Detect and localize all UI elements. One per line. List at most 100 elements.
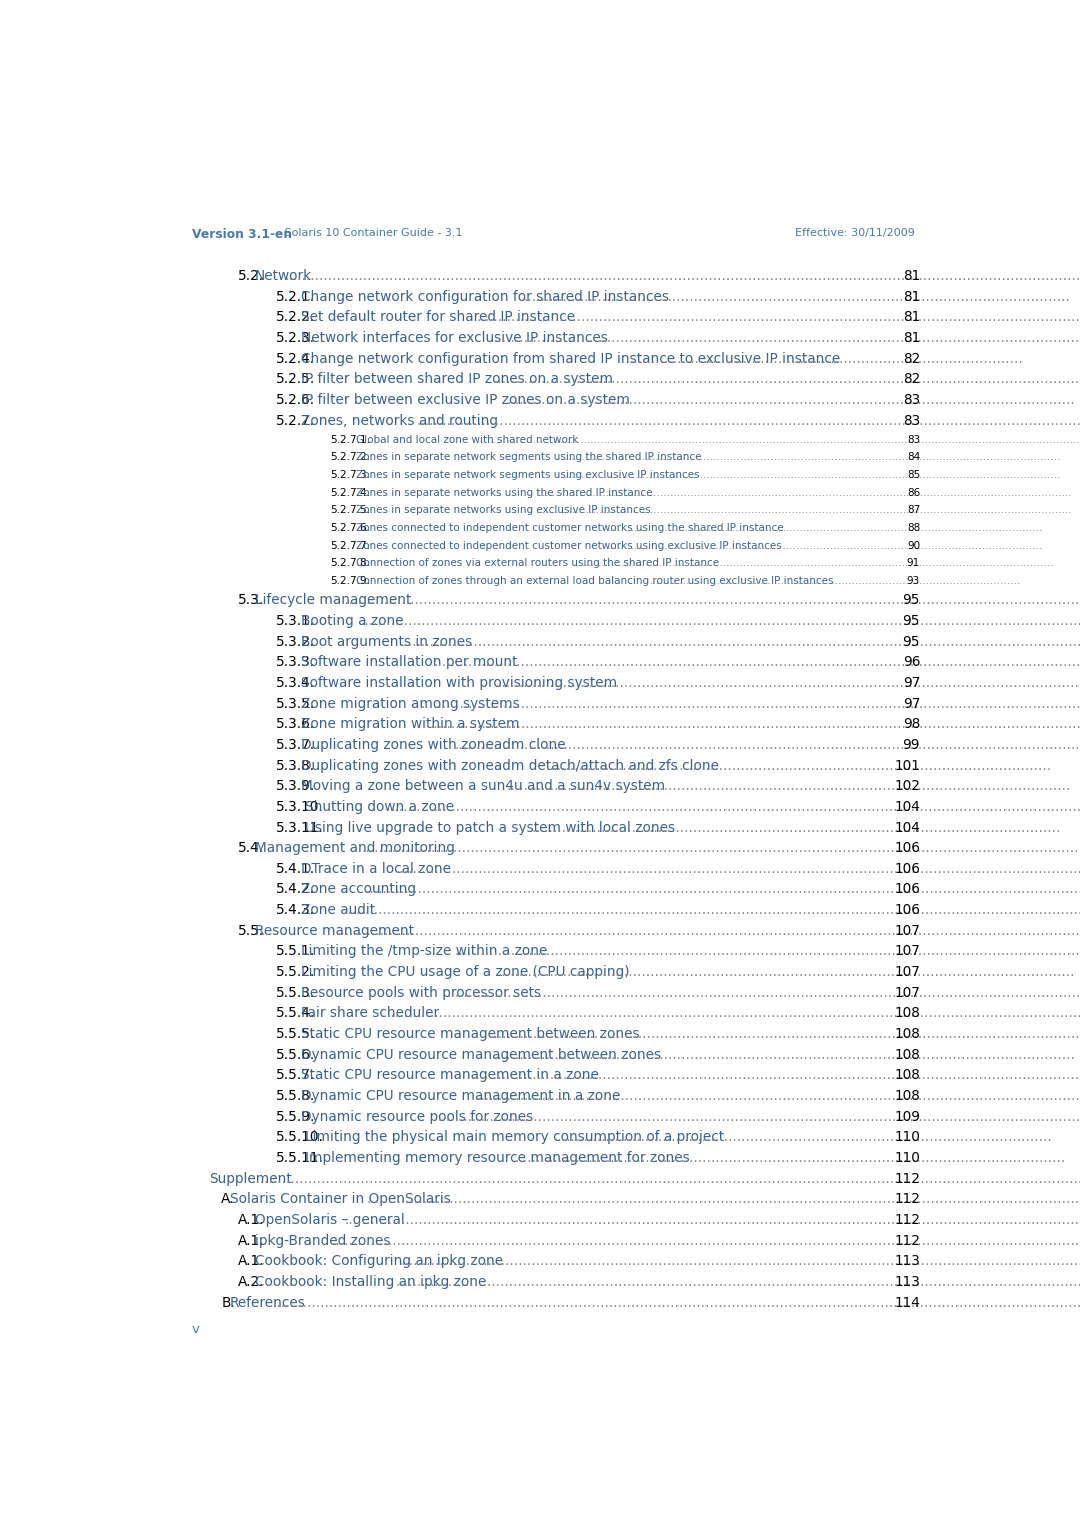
Text: Zones in separate network segments using exclusive IP instances: Zones in separate network segments using…: [356, 471, 700, 480]
Text: ................................................................................: ........................................…: [272, 1296, 1080, 1309]
Text: Zone migration within a system: Zone migration within a system: [301, 717, 519, 732]
Text: Static CPU resource management between zones: Static CPU resource management between z…: [301, 1027, 639, 1041]
Text: 106: 106: [894, 842, 920, 856]
Text: ................................................................................: ........................................…: [429, 717, 1080, 732]
Text: Cookbook: Installing an ipkg zone: Cookbook: Installing an ipkg zone: [255, 1274, 486, 1290]
Text: ................................................................................: ........................................…: [285, 269, 1080, 283]
Text: 5.5.9.: 5.5.9.: [275, 1109, 315, 1123]
Text: ................................................................................: ........................................…: [489, 1027, 1080, 1041]
Text: Zones in separate networks using exclusive IP instances: Zones in separate networks using exclusi…: [356, 506, 651, 515]
Text: ................................................................................: ........................................…: [417, 414, 1080, 428]
Text: A.1.: A.1.: [238, 1213, 265, 1227]
Text: ................................................................................: ........................................…: [400, 634, 1080, 649]
Text: 95: 95: [903, 614, 920, 628]
Text: 113: 113: [894, 1254, 920, 1268]
Text: Zone migration among systems: Zone migration among systems: [301, 697, 519, 711]
Text: 114: 114: [894, 1296, 920, 1309]
Text: ................................................................................: ........................................…: [507, 393, 1075, 406]
Text: ................................................................................: ........................................…: [608, 541, 1043, 550]
Text: References: References: [230, 1296, 306, 1309]
Text: Zones, networks and routing: Zones, networks and routing: [301, 414, 498, 428]
Text: ................................................................................: ........................................…: [650, 576, 1022, 587]
Text: Change network configuration from shared IP instance to exclusive IP instance: Change network configuration from shared…: [301, 351, 840, 365]
Text: ................................................................................: ........................................…: [515, 1151, 1066, 1164]
Text: ................................................................................: ........................................…: [365, 883, 1080, 897]
Text: ................................................................................: ........................................…: [446, 986, 1080, 999]
Text: 5.2.7.3.: 5.2.7.3.: [330, 471, 370, 480]
Text: Resource pools with processor sets: Resource pools with processor sets: [301, 986, 541, 999]
Text: 110: 110: [894, 1151, 920, 1164]
Text: DTrace in a local zone: DTrace in a local zone: [301, 862, 451, 876]
Text: 5.3.6.: 5.3.6.: [275, 717, 314, 732]
Text: Management and monitoring: Management and monitoring: [255, 842, 455, 856]
Text: ................................................................................: ........................................…: [476, 1089, 1080, 1103]
Text: 5.5.2.: 5.5.2.: [275, 966, 315, 979]
Text: 5.4.3.: 5.4.3.: [275, 903, 314, 917]
Text: ................................................................................: ........................................…: [340, 593, 1080, 607]
Text: ................................................................................: ........................................…: [476, 310, 1080, 324]
Text: Static CPU resource management in a zone: Static CPU resource management in a zone: [301, 1068, 599, 1082]
Text: Change network configuration for shared IP instances: Change network configuration for shared …: [301, 290, 670, 304]
Text: ................................................................................: ........................................…: [345, 1213, 1080, 1227]
Text: Dynamic CPU resource management in a zone: Dynamic CPU resource management in a zon…: [301, 1089, 621, 1103]
Text: 5.3.5.: 5.3.5.: [275, 697, 315, 711]
Text: Zones connected to independent customer networks using exclusive IP instances: Zones connected to independent customer …: [356, 541, 782, 550]
Text: IP filter between exclusive IP zones on a system: IP filter between exclusive IP zones on …: [301, 393, 630, 406]
Text: Duplicating zones with zoneadm detach/attach and zfs clone: Duplicating zones with zoneadm detach/at…: [301, 758, 719, 773]
Text: ................................................................................: ........................................…: [608, 523, 1043, 533]
Text: Dynamic CPU resource management between zones: Dynamic CPU resource management between …: [301, 1048, 661, 1062]
Text: 107: 107: [894, 986, 920, 999]
Text: Duplicating zones with zoneadm clone: Duplicating zones with zoneadm clone: [301, 738, 566, 752]
Text: ................................................................................: ........................................…: [581, 559, 1054, 568]
Text: 5.5.11.: 5.5.11.: [275, 1151, 324, 1164]
Text: 82: 82: [903, 373, 920, 387]
Text: Network interfaces for exclusive IP instances: Network interfaces for exclusive IP inst…: [301, 332, 608, 345]
Text: 106: 106: [894, 883, 920, 897]
Text: 5.3.11.: 5.3.11.: [275, 821, 323, 834]
Text: Dynamic resource pools for zones: Dynamic resource pools for zones: [301, 1109, 534, 1123]
Text: 96: 96: [903, 656, 920, 669]
Text: 5.5.: 5.5.: [238, 924, 265, 938]
Text: Zone accounting: Zone accounting: [301, 883, 416, 897]
Text: 95: 95: [903, 593, 920, 607]
Text: 5.2.7.5.: 5.2.7.5.: [330, 506, 370, 515]
Text: 108: 108: [894, 1068, 920, 1082]
Text: A.1.: A.1.: [238, 1233, 265, 1247]
Text: Set default router for shared IP instance: Set default router for shared IP instanc…: [301, 310, 576, 324]
Text: ................................................................................: ........................................…: [362, 842, 1080, 856]
Text: ................................................................................: ........................................…: [455, 738, 1080, 752]
Text: B.: B.: [221, 1296, 235, 1309]
Text: Supplement: Supplement: [208, 1172, 292, 1186]
Text: ................................................................................: ........................................…: [361, 614, 1080, 628]
Text: 110: 110: [894, 1131, 920, 1144]
Text: ................................................................................: ........................................…: [523, 290, 1070, 304]
Text: 83: 83: [903, 393, 920, 406]
Text: ................................................................................: ........................................…: [630, 351, 1024, 365]
Text: 86: 86: [907, 487, 920, 498]
Text: 95: 95: [903, 634, 920, 649]
Text: 5.4.: 5.4.: [238, 842, 265, 856]
Text: ................................................................................: ........................................…: [507, 779, 1070, 793]
Text: 5.2.3.: 5.2.3.: [275, 332, 314, 345]
Text: ................................................................................: ........................................…: [401, 1254, 1080, 1268]
Text: 91: 91: [907, 559, 920, 568]
Text: 108: 108: [894, 1048, 920, 1062]
Text: ................................................................................: ........................................…: [395, 862, 1080, 876]
Text: 5.3.2.: 5.3.2.: [275, 634, 314, 649]
Text: 5.2.7.7.: 5.2.7.7.: [330, 541, 370, 550]
Text: Software installation per mount: Software installation per mount: [301, 656, 517, 669]
Text: ................................................................................: ........................................…: [536, 506, 1072, 515]
Text: ................................................................................: ........................................…: [498, 675, 1080, 691]
Text: 81: 81: [903, 310, 920, 324]
Text: 5.2.7.1.: 5.2.7.1.: [330, 435, 370, 445]
Text: 108: 108: [894, 1027, 920, 1041]
Text: Booting a zone: Booting a zone: [301, 614, 404, 628]
Text: 82: 82: [903, 351, 920, 365]
Text: 106: 106: [894, 903, 920, 917]
Text: 5.5.6.: 5.5.6.: [275, 1048, 315, 1062]
Text: Boot arguments in zones: Boot arguments in zones: [301, 634, 472, 649]
Text: Solaris 10 Container Guide - 3.1: Solaris 10 Container Guide - 3.1: [282, 228, 463, 238]
Text: Global and local zone with shared network: Global and local zone with shared networ…: [356, 435, 579, 445]
Text: 5.5.7.: 5.5.7.: [275, 1068, 315, 1082]
Text: 5.2.7.8.: 5.2.7.8.: [330, 559, 370, 568]
